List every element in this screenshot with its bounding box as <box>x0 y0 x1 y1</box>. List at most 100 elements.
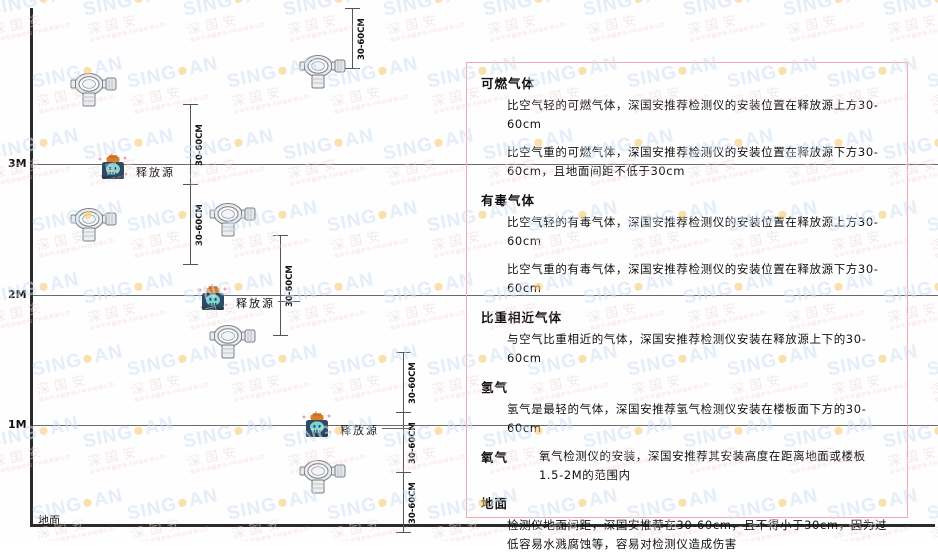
ground-label: 地面 <box>38 514 60 527</box>
section-heading: 氢气 <box>481 379 509 395</box>
vertical-axis <box>30 8 33 526</box>
guidance-section-oxygen-gas: 氧气 氧气检测仪的安装，深国安推荐其安装高度在距离地面或楼板1.5-2M的范围内 <box>481 447 889 485</box>
guidance-section-flammable-gas: 可燃气体比空气轻的可燃气体，深国安推荐检测仪的安装位置在释放源上方30-60cm… <box>481 73 889 181</box>
guidance-section-ground: 地面检测仪地面间距，深国安推荐在30-60cm，且不得小于30cm，因为过低容易… <box>481 493 889 554</box>
level-line-3m <box>33 164 938 165</box>
guidance-section-hydrogen-gas: 氢气氢气是最轻的气体，深国安推荐氢气检测仪安装在楼板面下方的30-60cm <box>481 377 889 438</box>
gas-detector-icon <box>209 325 256 359</box>
section-heading: 氧气 <box>481 449 509 465</box>
section-heading: 有毒气体 <box>481 192 536 208</box>
gas-detector <box>66 203 118 250</box>
dimension-line <box>280 235 281 335</box>
level-line-2m <box>33 295 938 296</box>
section-paragraph: 比空气重的有毒气体，深国安推荐检测仪的安装位置在释放源下方30-60cm <box>507 261 879 295</box>
section-heading: 可燃气体 <box>481 76 536 91</box>
gas-detector-icon <box>70 208 117 242</box>
section-paragraph: 比空气重的可燃气体，深国安推荐检测仪的安装位置在释放源下方30-60cm，且地面… <box>507 144 879 178</box>
release-source-icon <box>302 411 332 437</box>
guidance-section-toxic-gas: 有毒气体比空气轻的有毒气体，深国安推荐检测仪的安装位置在释放源上方30-60cm… <box>481 190 889 298</box>
level-label-3m: 3M <box>8 157 27 170</box>
section-paragraph: 比空气轻的有毒气体，深国安推荐检测仪的安装位置在释放源上方30-60cm <box>507 214 879 248</box>
dimension-tick <box>273 235 288 236</box>
section-paragraph: 比空气轻的可燃气体，深国安推荐检测仪的安装位置在释放源上方30-60cm <box>507 98 879 131</box>
dimension-label: 30-60CM <box>408 362 418 404</box>
gas-detector <box>205 198 257 245</box>
release-source-icon <box>98 153 128 179</box>
dimension-tick <box>396 412 411 413</box>
gas-detector <box>295 50 347 97</box>
dimension-line <box>352 8 353 68</box>
leader-line <box>382 428 410 429</box>
release-source <box>96 152 130 191</box>
dimension-label: 30-60CM <box>195 204 205 246</box>
level-label-2m: 2M <box>8 288 27 301</box>
dimension-group: 30-60CM <box>345 8 367 69</box>
dimension-label: 30-60CM <box>408 482 418 524</box>
guidance-section-similar-density-gas: 比重相近气体与空气比重相近的气体，深国安推荐检测仪安装在释放源上下的30-60c… <box>481 307 889 368</box>
dimension-tick <box>183 104 198 105</box>
release-source-label: 释放源 <box>136 166 175 179</box>
level-line-1m <box>33 425 938 426</box>
dimension-tick <box>345 8 360 9</box>
level-label-1m: 1M <box>8 418 27 431</box>
guidance-panel: 可燃气体比空气轻的可燃气体，深国安推荐检测仪的安装位置在释放源上方30-60cm… <box>466 62 908 551</box>
section-heading: 地面 <box>481 495 509 511</box>
gas-detector-icon <box>299 460 346 494</box>
dimension-label: 30-60CM <box>357 18 367 60</box>
dimension-group: 30-60CM 30-60CM <box>183 104 205 265</box>
dimension-tick <box>183 184 198 185</box>
dimension-tick <box>396 472 411 473</box>
dimension-label: 30-60CM <box>408 422 418 464</box>
gas-detector-icon <box>299 55 346 89</box>
section-paragraph: 检测仪地面间距，深国安推荐在30-60cm，且不得小于30cm，因为过低容易水溅… <box>507 517 888 551</box>
gas-detector-icon <box>209 203 256 237</box>
dimension-line <box>403 352 404 532</box>
section-paragraph: 与空气比重相近的气体，深国安推荐检测仪安装在释放源上下的30-60cm <box>507 331 867 365</box>
dimension-tick <box>273 335 288 336</box>
release-source-label: 释放源 <box>340 424 379 437</box>
gas-detector-icon <box>70 73 117 107</box>
dimension-tick <box>396 352 411 353</box>
dimension-tick <box>183 264 198 265</box>
dimension-group: 30-60CM <box>273 235 295 336</box>
release-source-label: 释放源 <box>236 297 275 310</box>
release-source-icon <box>198 284 228 310</box>
dimension-tick <box>396 532 411 533</box>
release-source <box>196 283 230 322</box>
gas-detector <box>295 455 347 502</box>
gas-detector <box>66 68 118 115</box>
section-paragraph: 氧气检测仪的安装，深国安推荐其安装高度在距离地面或楼板1.5-2M的范围内 <box>539 448 866 482</box>
gas-detector <box>205 320 257 367</box>
leader-line <box>278 301 300 302</box>
section-heading: 比重相近气体 <box>481 309 563 325</box>
ground-axis <box>30 524 935 527</box>
dimension-label: 30-60CM <box>195 124 205 166</box>
release-source <box>300 410 334 449</box>
dimension-tick <box>345 68 360 69</box>
guidance-panel-body: 可燃气体比空气轻的可燃气体，深国安推荐检测仪的安装位置在释放源上方30-60cm… <box>481 73 889 554</box>
section-paragraph: 氢气是最轻的气体，深国安推荐氢气检测仪安装在楼板面下方的30-60cm <box>507 401 867 435</box>
dimension-group: 30-60CM 30-60CM 30-60CM <box>396 352 418 533</box>
